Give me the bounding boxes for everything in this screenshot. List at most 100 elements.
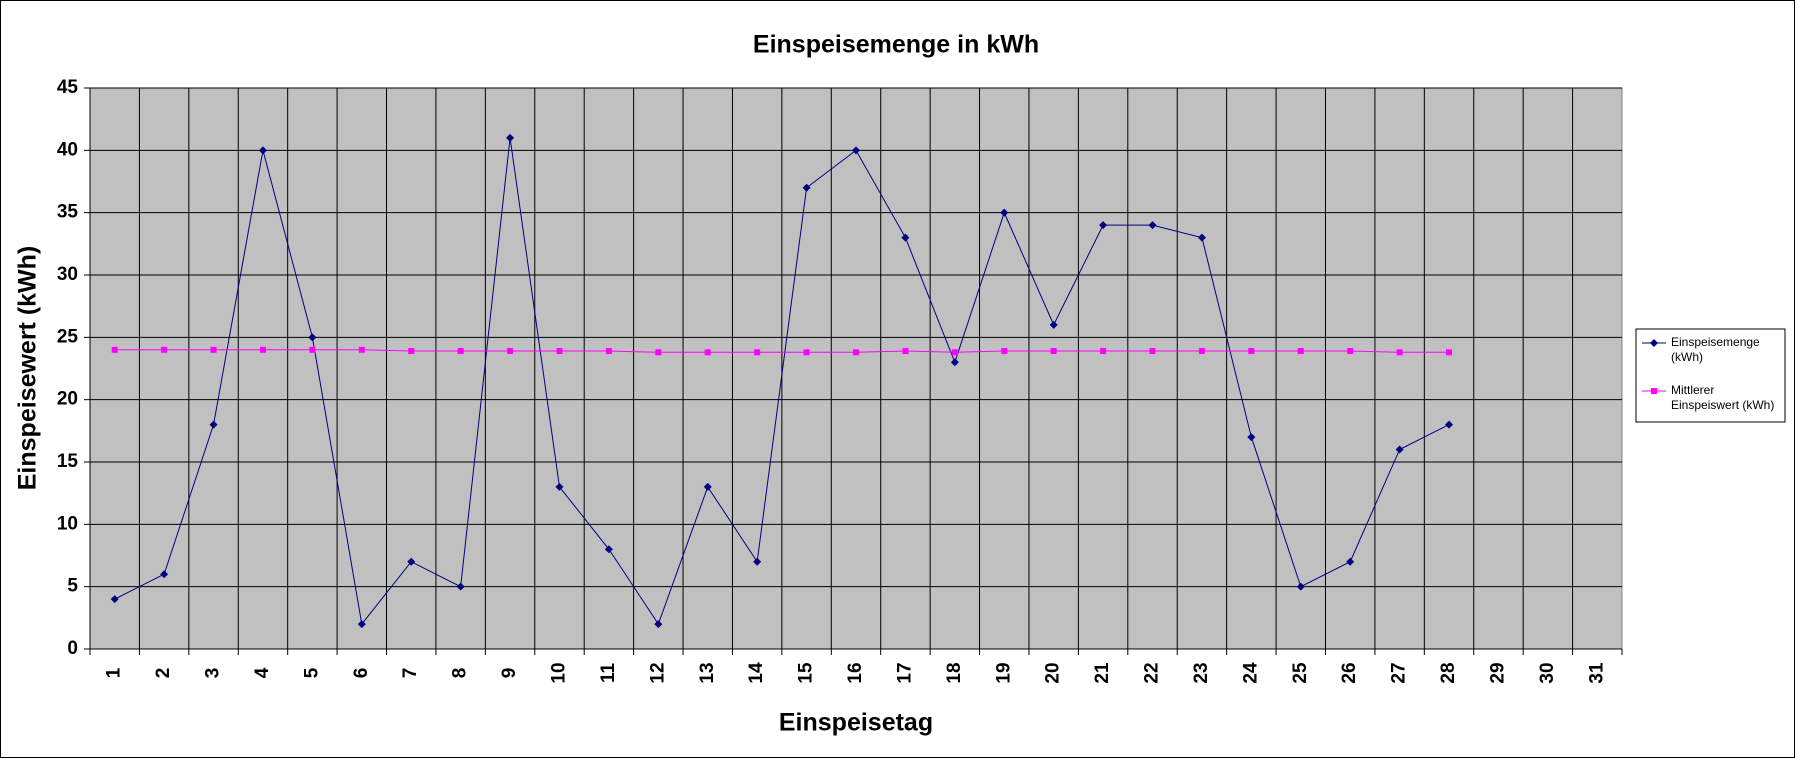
legend-box — [1635, 328, 1786, 423]
marker — [852, 146, 860, 155]
marker — [1396, 349, 1403, 356]
y-tick-label: 15 — [57, 451, 79, 472]
x-tick-label: 3 — [203, 668, 224, 679]
x-axis-label: Einspeisetag — [779, 709, 933, 737]
y-tick-label: 35 — [57, 202, 79, 223]
marker — [703, 482, 712, 491]
marker — [309, 346, 316, 353]
marker — [506, 133, 515, 142]
marker — [1100, 348, 1107, 355]
series-line — [114, 137, 1450, 626]
x-tick-label: 20 — [1043, 662, 1064, 683]
marker — [258, 146, 267, 155]
x-tick-label: 29 — [1487, 662, 1508, 683]
marker — [357, 620, 366, 629]
x-tick-label: 4 — [252, 667, 273, 678]
marker — [1149, 348, 1156, 355]
marker — [803, 349, 810, 356]
marker — [507, 348, 514, 355]
marker — [1445, 420, 1454, 429]
legend: Einspeisemenge (kWh) Mittlerer Einspeiswert… — [1635, 328, 1786, 423]
x-tick-label: 8 — [450, 668, 471, 679]
x-tick-label: 1 — [104, 667, 125, 678]
marker — [1297, 348, 1304, 355]
x-tick-label: 31 — [1586, 662, 1607, 684]
x-tick-label: 25 — [1290, 662, 1311, 684]
marker — [1651, 388, 1657, 394]
y-tick-label: 45 — [57, 77, 79, 98]
x-tick-label: 10 — [548, 662, 569, 683]
marker — [111, 346, 118, 353]
marker — [555, 482, 564, 491]
legend-label: Einspeisemenge (kWh) — [1671, 335, 1760, 364]
marker — [1296, 582, 1305, 591]
marker — [654, 620, 663, 629]
marker — [160, 570, 169, 579]
marker — [161, 346, 168, 353]
marker — [655, 349, 662, 356]
marker — [1148, 221, 1157, 230]
marker — [210, 346, 217, 353]
legend-label-line: Mittlerer — [1671, 383, 1714, 397]
x-tick-label: 19 — [993, 662, 1014, 683]
marker — [358, 346, 365, 353]
marker — [902, 348, 909, 355]
marker — [754, 349, 761, 356]
x-tick-label: 6 — [351, 668, 372, 679]
series-line — [114, 349, 1450, 353]
marker — [308, 333, 317, 342]
y-tick-label: 30 — [57, 264, 78, 285]
legend-label-line: Einspeiswert (kWh) — [1671, 398, 1774, 412]
x-tick-label: 23 — [1191, 662, 1212, 683]
x-tick-label: 16 — [845, 662, 866, 683]
marker — [1446, 349, 1453, 356]
legend-label-line: (kWh) — [1671, 350, 1703, 364]
plot-area — [89, 87, 1623, 650]
marker — [259, 346, 266, 353]
marker — [209, 420, 218, 429]
legend-label-line: Einspeisemenge — [1671, 335, 1760, 349]
marker — [950, 358, 959, 367]
marker — [604, 545, 613, 554]
marker — [1001, 348, 1008, 355]
marker — [556, 348, 563, 355]
marker — [110, 595, 119, 604]
y-tick-label: 0 — [67, 638, 78, 659]
x-tick-label: 28 — [1438, 662, 1459, 683]
marker — [901, 233, 910, 242]
x-tick-label: 18 — [944, 662, 965, 683]
x-tick-label: 27 — [1389, 662, 1410, 683]
x-tick-label: 26 — [1339, 662, 1360, 683]
y-tick-label: 5 — [67, 576, 78, 597]
marker — [1248, 348, 1255, 355]
marker — [1347, 348, 1354, 355]
marker — [802, 183, 811, 192]
marker — [605, 348, 612, 355]
marker — [1000, 208, 1009, 217]
x-tick-label: 14 — [746, 662, 767, 684]
marker — [951, 349, 958, 356]
chart-title: Einspeisemenge in kWh — [753, 31, 1039, 59]
x-tick-label: 11 — [598, 663, 619, 684]
y-axis-label: Einspeisewert (kWh) — [14, 246, 42, 491]
marker — [1650, 339, 1658, 347]
marker — [753, 557, 762, 566]
x-tick-label: 7 — [400, 668, 421, 679]
x-tick-label: 30 — [1537, 662, 1558, 683]
marker — [407, 557, 416, 566]
x-tick-label: 9 — [499, 668, 520, 679]
x-tick-label: 24 — [1240, 662, 1261, 684]
legend-label: Mittlerer Einspeiswert (kWh) — [1671, 383, 1774, 412]
marker — [1049, 320, 1058, 329]
x-tick-label: 13 — [697, 662, 718, 683]
marker — [704, 349, 711, 356]
marker — [1050, 348, 1057, 355]
marker — [1198, 348, 1205, 355]
x-tick-label: 15 — [796, 662, 817, 684]
marker — [457, 348, 464, 355]
y-tick-label: 10 — [57, 513, 78, 534]
marker — [1346, 557, 1355, 566]
x-tick-label: 17 — [894, 662, 915, 683]
marker — [408, 348, 415, 355]
